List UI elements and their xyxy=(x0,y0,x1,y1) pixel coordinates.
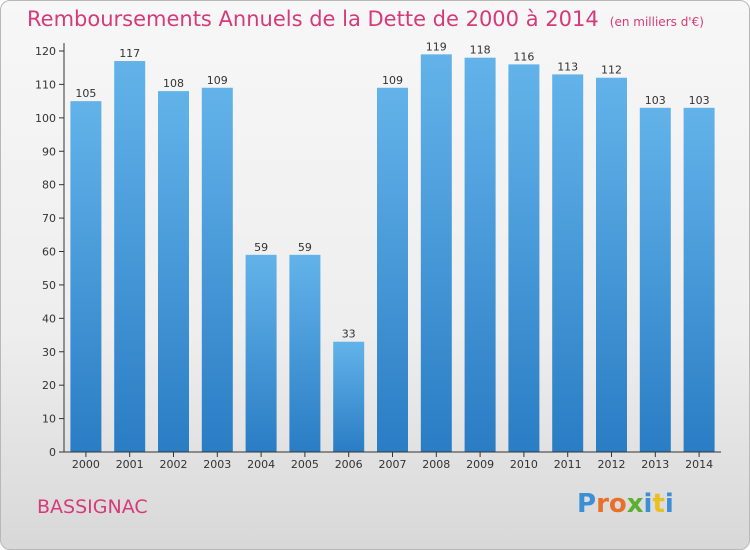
bar-2014 xyxy=(683,107,715,452)
y-tick-label: 0 xyxy=(49,446,56,459)
logo-letter: i xyxy=(643,489,653,519)
value-label-2013: 103 xyxy=(645,94,666,107)
bar-2013 xyxy=(639,107,671,452)
y-tick-label: 20 xyxy=(42,379,56,392)
y-tick-label: 70 xyxy=(42,212,56,225)
bar-2011 xyxy=(552,74,584,453)
bar-2007 xyxy=(377,87,408,452)
logo-letter: o xyxy=(608,489,627,519)
y-tick-label: 60 xyxy=(42,246,56,259)
x-tick-label-2003: 2003 xyxy=(203,458,231,471)
bar-2008 xyxy=(420,54,452,452)
chart-title-block: Remboursements Annuels de la Dette de 20… xyxy=(27,7,704,31)
x-tick-label-2001: 2001 xyxy=(116,458,144,471)
bar-2000 xyxy=(70,101,102,452)
logo-letter: x xyxy=(626,489,644,519)
logo-letter: r xyxy=(596,489,609,519)
y-tick-label: 110 xyxy=(35,78,56,91)
bar-2002 xyxy=(158,91,189,452)
bar-2001 xyxy=(114,61,146,453)
y-tick-label: 120 xyxy=(35,45,56,58)
value-label-2005: 59 xyxy=(298,241,312,254)
y-tick-label: 40 xyxy=(42,312,56,325)
bar-2010 xyxy=(508,64,540,452)
value-label-2012: 112 xyxy=(601,64,622,77)
proxiti-logo: Proxiti xyxy=(577,489,674,519)
bar-2004 xyxy=(245,254,277,452)
value-label-2001: 117 xyxy=(119,47,140,60)
x-tick-label-2012: 2012 xyxy=(598,458,626,471)
x-tick-label-2000: 2000 xyxy=(72,458,100,471)
y-tick-label: 10 xyxy=(42,413,56,426)
value-label-2009: 118 xyxy=(470,44,491,57)
x-tick-label-2004: 2004 xyxy=(247,458,275,471)
y-tick-label: 100 xyxy=(35,112,56,125)
value-label-2010: 116 xyxy=(513,50,534,63)
x-tick-label-2002: 2002 xyxy=(160,458,188,471)
commune-name: BASSIGNAC xyxy=(37,496,148,518)
value-label-2014: 103 xyxy=(689,94,710,107)
bar-2005 xyxy=(289,254,321,452)
y-tick-label: 50 xyxy=(42,279,56,292)
x-tick-label-2011: 2011 xyxy=(554,458,582,471)
value-label-2004: 59 xyxy=(254,241,268,254)
chart-subtitle: (en milliers d'€) xyxy=(609,15,704,29)
y-tick-label: 30 xyxy=(42,346,56,359)
value-label-2002: 108 xyxy=(163,77,184,90)
value-label-2011: 113 xyxy=(557,60,578,73)
logo-letter: P xyxy=(577,489,597,519)
chart-title: Remboursements Annuels de la Dette de 20… xyxy=(27,7,599,31)
value-label-2007: 109 xyxy=(382,74,403,87)
logo-letter: t xyxy=(652,489,665,519)
logo-letter: i xyxy=(664,489,674,519)
x-tick-label-2009: 2009 xyxy=(466,458,494,471)
y-tick-label: 80 xyxy=(42,179,56,192)
x-tick-label-2010: 2010 xyxy=(510,458,538,471)
x-tick-label-2008: 2008 xyxy=(422,458,450,471)
x-tick-label-2013: 2013 xyxy=(641,458,669,471)
x-tick-label-2014: 2014 xyxy=(685,458,713,471)
x-tick-label-2007: 2007 xyxy=(379,458,407,471)
x-tick-label-2006: 2006 xyxy=(335,458,363,471)
bar-2006 xyxy=(333,341,365,452)
x-tick-label-2005: 2005 xyxy=(291,458,319,471)
bar-2003 xyxy=(201,87,233,452)
bar-2012 xyxy=(596,77,627,452)
y-tick-label: 90 xyxy=(42,145,56,158)
value-label-2000: 105 xyxy=(75,87,96,100)
bar-2009 xyxy=(464,57,496,452)
value-label-2003: 109 xyxy=(207,74,228,87)
value-label-2006: 33 xyxy=(342,328,356,341)
value-label-2008: 119 xyxy=(426,40,447,53)
